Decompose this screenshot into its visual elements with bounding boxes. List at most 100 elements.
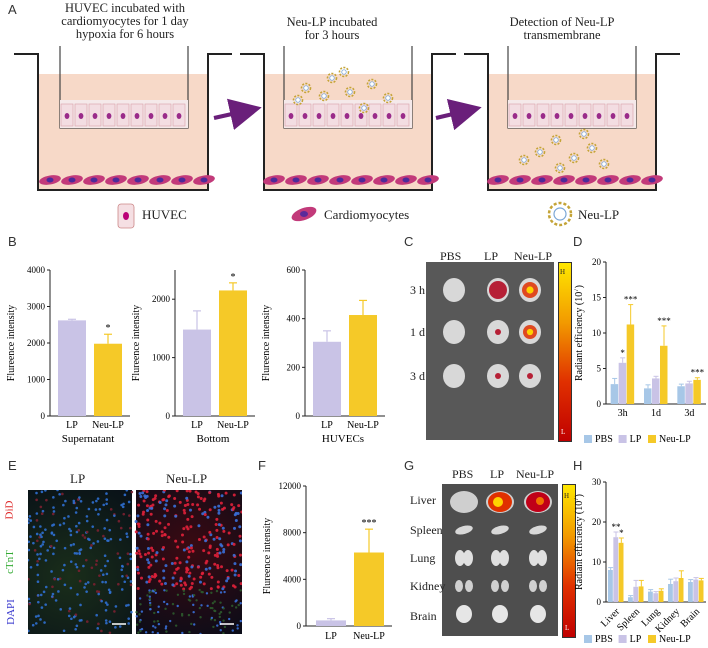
cardiomyocyte-nucleus — [604, 177, 612, 183]
e-did-dot — [234, 518, 238, 522]
e-did-dot — [198, 507, 202, 511]
b-sig: * — [231, 272, 236, 283]
huvec-nucleus — [540, 113, 546, 119]
e-dapi-dot — [106, 559, 110, 563]
e-dapi-dot — [70, 617, 73, 621]
e-did-dot — [183, 511, 187, 515]
huvec-nucleus — [358, 113, 364, 119]
e-did-dot — [163, 533, 167, 537]
e-dapi-dot — [45, 498, 48, 502]
e-did-dot — [163, 514, 167, 518]
e-dapi-dot — [59, 608, 63, 611]
neulp-particle — [318, 90, 330, 102]
e-did-dot — [207, 572, 211, 576]
e-did-dot — [233, 526, 237, 530]
e-dapi-dot — [79, 603, 82, 607]
e-dapi-dot — [41, 531, 44, 535]
e-dapi-dot — [28, 518, 30, 521]
e-ctnt-dot — [215, 589, 219, 593]
e-did-dot — [145, 490, 149, 494]
e-ctnt-dot — [146, 594, 149, 597]
e-dapi-dot — [40, 490, 44, 494]
e-dapi-dot — [58, 492, 61, 496]
e-ctnt-dot — [200, 590, 203, 594]
e-did-dot — [147, 551, 151, 555]
e-dapi-dot — [63, 563, 66, 567]
huvec-nucleus — [148, 113, 154, 119]
panel-c-organs — [443, 278, 541, 388]
e-ctnt-dot — [171, 602, 175, 606]
e-did-dot — [146, 509, 150, 513]
e-did-dot — [153, 496, 157, 500]
e-did-dot — [196, 495, 200, 499]
e-did-dot — [160, 582, 164, 586]
e-dapi-dot — [108, 528, 112, 532]
e-ctnt-dot — [165, 589, 168, 592]
e-did-dot — [189, 525, 193, 529]
neulp-particle — [300, 82, 312, 94]
y-tick-label: 20 — [592, 517, 602, 527]
huvec-nucleus — [554, 113, 560, 119]
legend-swatch — [584, 435, 592, 443]
neulp-core — [581, 131, 587, 137]
e-dapi-dot — [122, 502, 125, 506]
e-dapi-dot — [73, 551, 77, 555]
bar-neu-lp — [698, 580, 704, 602]
e-dapi-dot — [68, 607, 72, 610]
e-dapi-dot — [61, 568, 65, 572]
e-ctnt-dot — [176, 604, 179, 608]
e-did-dot — [178, 500, 182, 504]
e-did-dot — [196, 492, 200, 496]
e-dapi-dot — [114, 605, 118, 608]
e-dapi-dot — [50, 532, 54, 535]
cardiomyocyte-nucleus — [68, 177, 76, 183]
category-label: 3h — [618, 408, 628, 419]
e-did-dot — [171, 576, 175, 580]
e-did-dot — [227, 531, 231, 535]
g-organ-kidney — [539, 580, 547, 592]
e-dapi-dot — [41, 509, 45, 513]
e-dapi-dot — [79, 548, 83, 551]
e-dapi-dot — [76, 593, 79, 596]
e-did-dot — [137, 524, 141, 528]
bar-pbs — [610, 384, 619, 404]
e-did-dot — [217, 511, 221, 515]
huvec-nucleus — [568, 113, 574, 119]
huvec-nucleus — [64, 113, 70, 119]
y-tick-label: 2000 — [27, 338, 46, 348]
e-dapi-dot — [44, 490, 47, 492]
e-dapi-dot — [63, 516, 66, 520]
huvec-nucleus — [344, 113, 350, 119]
y-tick-label: 15 — [592, 293, 602, 303]
e-did-dot — [238, 539, 242, 543]
e-ctnt-dot — [192, 603, 195, 607]
e-did-dot — [218, 551, 222, 555]
e-did-dot — [209, 533, 213, 537]
e-dapi-dot — [94, 508, 98, 511]
neulp-core — [329, 75, 335, 81]
e-did-dot — [173, 504, 177, 508]
e-dapi-dot — [46, 549, 49, 552]
huvec-nucleus — [610, 113, 616, 119]
y-tick-label: 10 — [592, 328, 602, 338]
e-ctnt-dot — [149, 608, 152, 611]
e-did-dot — [206, 515, 210, 519]
g-scale-low: L — [565, 624, 570, 632]
sig-marker: ** — [612, 522, 622, 532]
e-did-dot — [160, 530, 164, 534]
b-category-label: LP — [191, 420, 203, 431]
e-did-dot — [154, 494, 158, 498]
e-dapi-dot — [75, 552, 79, 555]
step3-text: Detection of Neu-LP transmembrane — [509, 15, 615, 42]
cardiomyocyte-nucleus — [112, 177, 120, 183]
e-did-dot — [164, 564, 168, 568]
e-did-dot — [142, 499, 146, 503]
e-ctnt-dot — [156, 619, 160, 623]
e-ctnt-dot — [190, 622, 193, 626]
e-ctnt-dot — [218, 615, 222, 619]
e-dapi-dot — [102, 534, 105, 538]
g-organ-brain — [530, 605, 546, 623]
e-dapi-dot — [72, 543, 76, 546]
c-signal — [489, 281, 507, 299]
e-ctnt-dot — [210, 591, 213, 594]
